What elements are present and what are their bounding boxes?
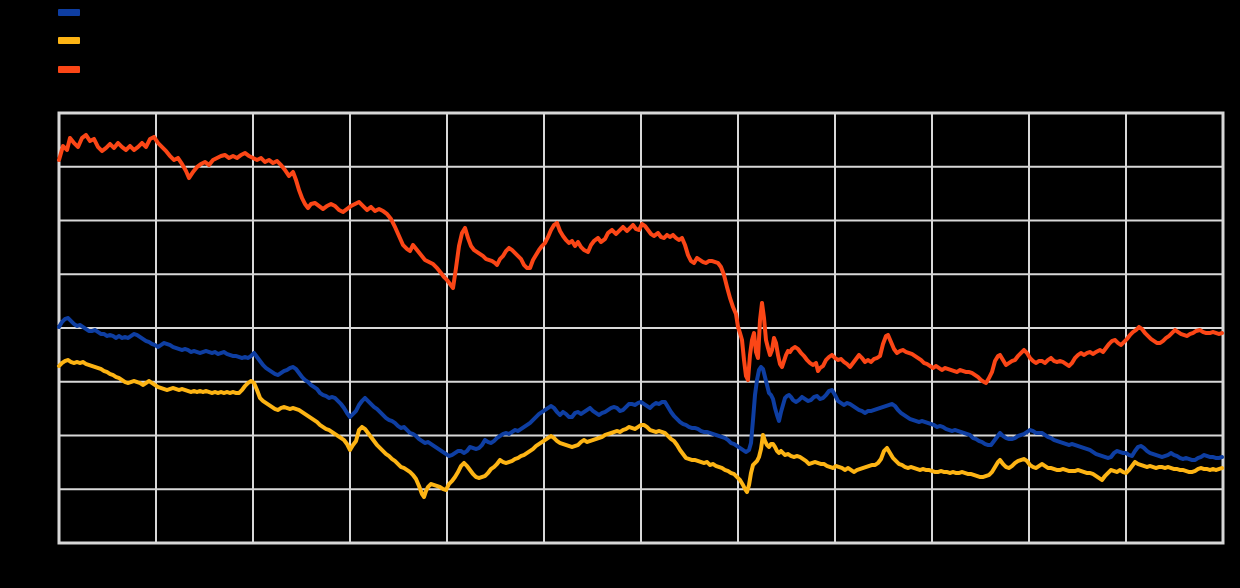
gridlines	[58, 112, 1224, 544]
series-line-orange	[57, 133, 1224, 385]
series-line-yellow	[57, 358, 1224, 499]
series-line-blue	[57, 316, 1224, 462]
series-lines	[57, 133, 1224, 499]
